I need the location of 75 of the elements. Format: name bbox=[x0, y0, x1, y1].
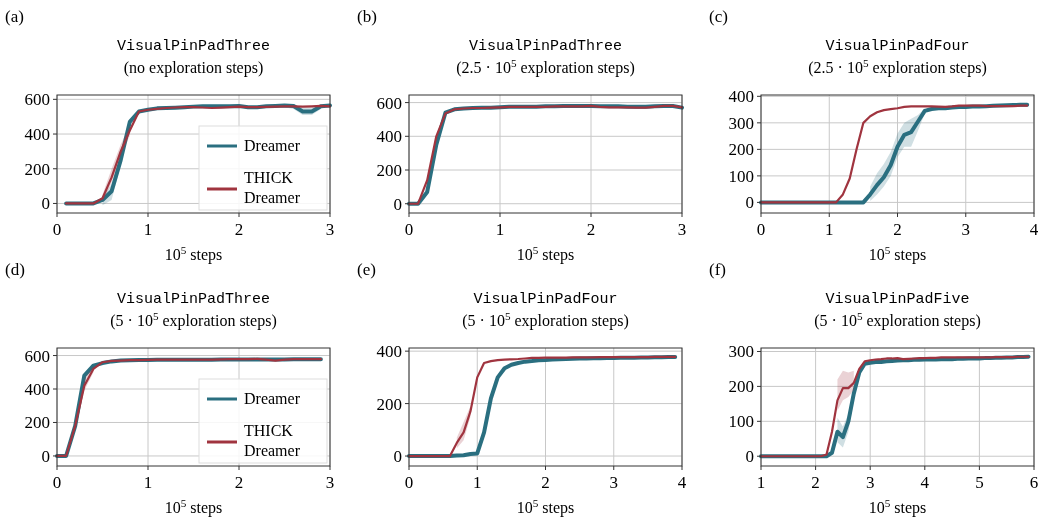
text: (d) bbox=[5, 260, 25, 279]
x-tick-label: 2 bbox=[541, 473, 550, 492]
y-tick-label: 200 bbox=[728, 140, 754, 160]
y-tick-label: 0 bbox=[745, 447, 754, 467]
x-tick-label: 1 bbox=[495, 220, 505, 239]
y-tick-label: 400 bbox=[728, 87, 754, 107]
y-tick-label: 200 bbox=[376, 394, 402, 414]
x-axis-title: 10$^{5}$ steps bbox=[868, 497, 927, 517]
legend-label: THICK Dreamer bbox=[244, 422, 301, 459]
x-axis-title: 10$^{5}$ steps bbox=[868, 244, 927, 264]
x-tick-label: 1 bbox=[825, 220, 834, 239]
y-tick-label: 0 bbox=[41, 194, 50, 214]
x-tick-label: 1 bbox=[143, 220, 153, 239]
y-tick-label: 200 bbox=[728, 377, 754, 397]
chart-title: VisualPinPadThree bbox=[116, 291, 271, 308]
y-tick-label: 100 bbox=[728, 412, 754, 432]
x-tick-label: 3 bbox=[325, 220, 335, 239]
x-tick-label: 3 bbox=[609, 473, 618, 492]
x-tick-label: 5 bbox=[975, 473, 984, 492]
legend-label: Dreamer bbox=[244, 137, 301, 154]
y-tick-label: 0 bbox=[745, 193, 754, 213]
y-tick-label: 400 bbox=[24, 125, 50, 145]
text: (b) bbox=[357, 7, 377, 26]
x-tick-label: 2 bbox=[234, 220, 244, 239]
x-tick-label: 4 bbox=[920, 473, 930, 492]
y-tick-label: 400 bbox=[24, 380, 50, 400]
x-axis-title: 10$^{5}$ steps bbox=[164, 244, 223, 264]
y-tick-label: 600 bbox=[376, 93, 402, 113]
chart-title: VisualPinPadThree bbox=[468, 38, 623, 55]
text: (e) bbox=[357, 260, 376, 279]
chart-title: VisualPinPadFour bbox=[825, 38, 970, 55]
y-tick-label: 0 bbox=[393, 194, 402, 214]
y-tick-label: 0 bbox=[393, 447, 402, 467]
chart-subtitle: (5 · 10$^{5}$ exploration steps) bbox=[814, 310, 981, 330]
y-tick-label: 200 bbox=[376, 161, 402, 181]
x-tick-label: 1 bbox=[473, 473, 482, 492]
y-tick-label: 600 bbox=[24, 346, 50, 366]
x-tick-label: 1 bbox=[756, 473, 766, 492]
x-tick-label: 4 bbox=[1029, 220, 1039, 239]
x-tick-label: 2 bbox=[234, 473, 244, 492]
y-tick-label: 600 bbox=[24, 90, 50, 110]
y-tick-label: 100 bbox=[728, 166, 754, 186]
x-tick-label: 1 bbox=[143, 473, 153, 492]
x-tick-label: 2 bbox=[893, 220, 902, 239]
text: (f) bbox=[709, 260, 726, 279]
y-tick-label: 400 bbox=[376, 342, 402, 362]
chart-subtitle: (5 · 10$^{5}$ exploration steps) bbox=[462, 310, 629, 330]
y-tick-label: 300 bbox=[728, 342, 754, 362]
y-tick-label: 400 bbox=[376, 127, 402, 147]
y-tick-label: 200 bbox=[24, 413, 50, 433]
x-axis-title: 10$^{5}$ steps bbox=[164, 497, 223, 517]
text: (c) bbox=[709, 7, 728, 26]
x-tick-label: 2 bbox=[811, 473, 820, 492]
x-tick-label: 3 bbox=[325, 473, 335, 492]
chart-subtitle: (no exploration steps) bbox=[123, 59, 264, 77]
legend-label: Dreamer bbox=[244, 390, 301, 407]
x-axis-title: 10$^{5}$ steps bbox=[516, 497, 575, 517]
y-tick-label: 300 bbox=[728, 113, 754, 133]
y-tick-label: 0 bbox=[41, 446, 50, 466]
x-tick-label: 3 bbox=[865, 473, 875, 492]
y-tick-label: 200 bbox=[24, 159, 50, 179]
chart-subtitle: (2.5 · 10$^{5}$ exploration steps) bbox=[808, 57, 987, 77]
x-tick-label: 3 bbox=[961, 220, 970, 239]
x-axis-title: 10$^{5}$ steps bbox=[516, 244, 575, 264]
x-tick-label: 4 bbox=[677, 473, 687, 492]
legend-label: THICK Dreamer bbox=[244, 169, 301, 206]
chart-subtitle: (2.5 · 10$^{5}$ exploration steps) bbox=[456, 57, 635, 77]
chart-title: VisualPinPadFive bbox=[825, 291, 970, 308]
chart-title: VisualPinPadFour bbox=[473, 291, 618, 308]
x-tick-label: 2 bbox=[586, 220, 596, 239]
x-tick-label: 3 bbox=[677, 220, 687, 239]
text: (a) bbox=[5, 7, 24, 26]
chart-subtitle: (5 · 10$^{5}$ exploration steps) bbox=[110, 310, 277, 330]
x-tick-label: 6 bbox=[1029, 473, 1039, 492]
chart-title: VisualPinPadThree bbox=[116, 38, 271, 55]
